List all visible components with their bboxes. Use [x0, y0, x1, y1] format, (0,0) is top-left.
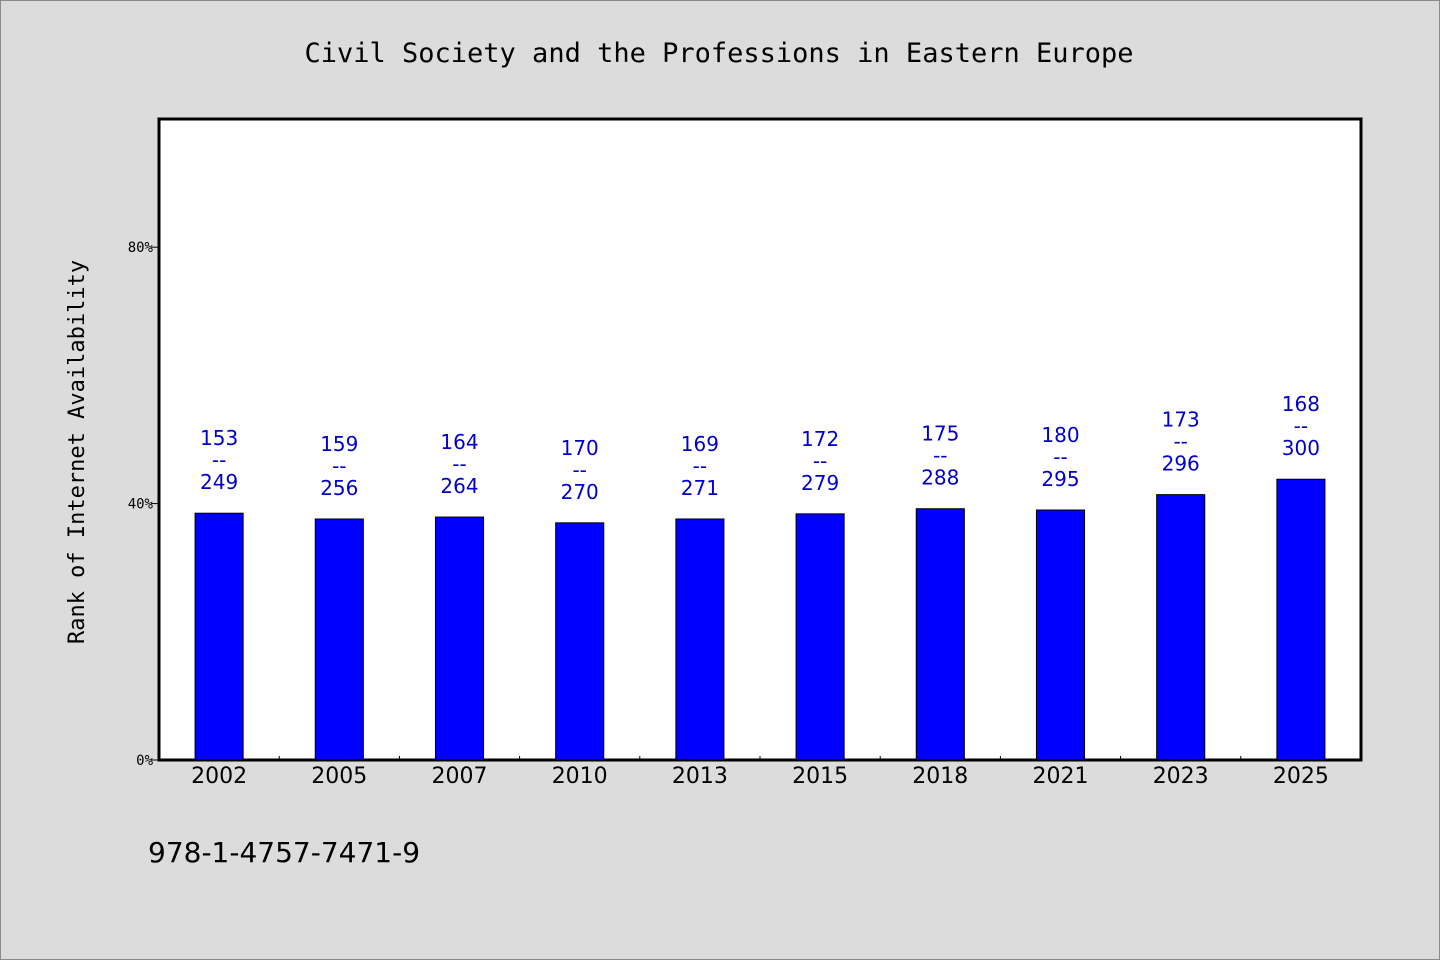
x-tick-label: 2002	[191, 764, 247, 789]
bar-rank-label: 159	[320, 432, 358, 456]
x-tick-label: 2021	[1033, 764, 1089, 789]
bar	[314, 518, 364, 761]
isbn-text: 978-1-4757-7471-9	[148, 836, 420, 869]
bar-rank-label: 172	[801, 427, 839, 451]
bar-separator-label: --	[1053, 445, 1067, 469]
bar-separator-label: --	[332, 454, 346, 478]
x-tick-label: 2018	[912, 764, 968, 789]
bar-total-label: 279	[801, 471, 839, 495]
bar	[1276, 478, 1326, 761]
bar-total-label: 300	[1282, 436, 1320, 460]
bar	[915, 508, 965, 761]
bar	[675, 518, 725, 761]
x-tick-label: 2007	[432, 764, 488, 789]
x-tick-label: 2005	[311, 764, 367, 789]
x-tick-label: 2025	[1273, 764, 1329, 789]
bar-rank-label: 170	[561, 436, 599, 460]
bar-separator-label: --	[1173, 430, 1187, 454]
bar-rank-label: 175	[921, 422, 959, 446]
bar	[555, 522, 605, 761]
bar-total-label: 288	[921, 466, 959, 490]
y-tick-label: 80%	[128, 240, 154, 256]
bar-total-label: 264	[440, 474, 478, 498]
bar	[434, 516, 485, 761]
y-tick-label: 40%	[128, 497, 154, 513]
bar	[1156, 494, 1206, 761]
x-tick-label: 2010	[552, 764, 608, 789]
bar	[194, 512, 244, 761]
bar-total-label: 295	[1041, 467, 1079, 491]
bar-rank-label: 168	[1282, 392, 1320, 416]
bar-rank-label: 169	[681, 432, 719, 456]
x-tick-label: 2023	[1153, 764, 1209, 789]
bar-total-label: 296	[1162, 452, 1200, 476]
bar-rank-label: 153	[200, 426, 238, 450]
bar-total-label: 256	[320, 476, 358, 500]
bar-rank-label: 173	[1162, 408, 1200, 432]
bar-separator-label: --	[212, 448, 226, 472]
bar-rank-label: 164	[440, 430, 478, 454]
chart-title: Civil Society and the Professions in Eas…	[304, 38, 1133, 69]
bar-rank-label: 180	[1041, 423, 1079, 447]
bar-separator-label: --	[452, 452, 466, 476]
x-tick-label: 2013	[672, 764, 728, 789]
bar	[1035, 509, 1086, 761]
bar-separator-label: --	[693, 454, 707, 478]
bar-total-label: 270	[561, 480, 599, 504]
bar-separator-label: --	[572, 458, 586, 482]
bar	[795, 513, 845, 761]
x-tick-label: 2015	[792, 764, 848, 789]
y-axis-label: Rank of Internet Availability	[65, 260, 90, 644]
bar-total-label: 249	[200, 470, 238, 494]
bar-separator-label: --	[1294, 414, 1308, 438]
bar-total-label: 271	[681, 476, 719, 500]
bar-separator-label: --	[933, 444, 947, 468]
y-tick-label: 0%	[136, 753, 153, 769]
bar-separator-label: --	[813, 449, 827, 473]
